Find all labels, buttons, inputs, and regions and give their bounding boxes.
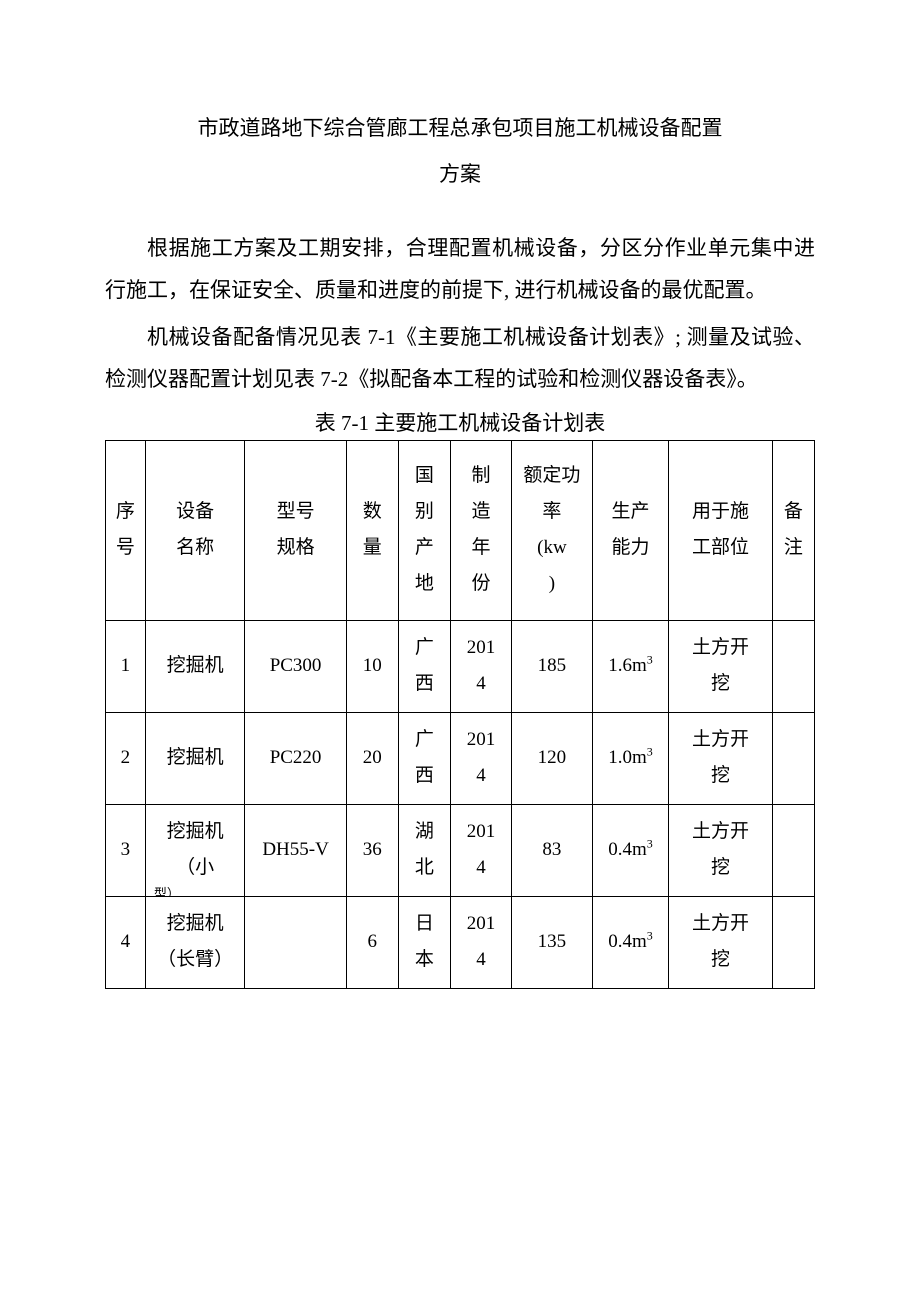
col-header-qty: 数 量 <box>346 440 398 620</box>
cell-capacity: 1.6m3 <box>592 620 669 712</box>
col-header-model: 型号 规格 <box>245 440 346 620</box>
cell-power: 83 <box>512 804 592 896</box>
cell-capacity: 0.4m3 <box>592 804 669 896</box>
document-title: 市政道路地下综合管廊工程总承包项目施工机械设备配置 方案 <box>105 105 815 197</box>
paragraph-1: 根据施工方案及工期安排，合理配置机械设备，分区分作业单元集中进行施工，在保证安全… <box>105 227 815 311</box>
cell-qty: 10 <box>346 620 398 712</box>
cell-remark <box>772 804 814 896</box>
col-header-origin: 国 别 产 地 <box>398 440 450 620</box>
cell-power: 135 <box>512 896 592 988</box>
cell-seq: 1 <box>106 620 146 712</box>
cell-usage: 土方开 挖 <box>669 896 772 988</box>
table-header-row: 序 号 设备 名称 型号 规格 数 量 国 别 产 地 制 <box>106 440 815 620</box>
cell-usage: 土方开 挖 <box>669 620 772 712</box>
paragraph-2: 机械设备配备情况见表 7-1《主要施工机械设备计划表》; 测量及试验、检测仪器配… <box>105 316 815 400</box>
table-row: 4 挖掘机 （长臂） 6 日 本 201 4 135 0.4m3 土方开 挖 <box>106 896 815 988</box>
col-header-year: 制 造 年 份 <box>450 440 511 620</box>
table-row: 3 挖掘机 （小 型） DH55-V 36 湖 北 201 4 83 0.4m3… <box>106 804 815 896</box>
cell-year: 201 4 <box>450 896 511 988</box>
table-row: 1 挖掘机 PC300 10 广 西 201 4 185 1.6m3 土方开 挖 <box>106 620 815 712</box>
col-header-seq: 序 号 <box>106 440 146 620</box>
cell-remark <box>772 896 814 988</box>
cell-model: PC220 <box>245 712 346 804</box>
cell-usage: 土方开 挖 <box>669 804 772 896</box>
cell-year: 201 4 <box>450 804 511 896</box>
col-header-power: 额定功 率 (kw ) <box>512 440 592 620</box>
cell-name: 挖掘机 （小 型） <box>145 804 245 896</box>
equipment-table: 序 号 设备 名称 型号 规格 数 量 国 别 产 地 制 <box>105 440 815 989</box>
col-header-usage: 用于施 工部位 <box>669 440 772 620</box>
cell-seq: 3 <box>106 804 146 896</box>
cell-origin: 广 西 <box>398 712 450 804</box>
cell-model: DH55-V <box>245 804 346 896</box>
cell-capacity: 1.0m3 <box>592 712 669 804</box>
cell-capacity: 0.4m3 <box>592 896 669 988</box>
cell-power: 120 <box>512 712 592 804</box>
cell-origin: 广 西 <box>398 620 450 712</box>
cell-year: 201 4 <box>450 712 511 804</box>
cell-power: 185 <box>512 620 592 712</box>
cell-name: 挖掘机 （长臂） <box>145 896 245 988</box>
cell-origin: 湖 北 <box>398 804 450 896</box>
table-caption: 表 7-1 主要施工机械设备计划表 <box>105 410 815 437</box>
cell-usage: 土方开 挖 <box>669 712 772 804</box>
cell-seq: 2 <box>106 712 146 804</box>
cell-year: 201 4 <box>450 620 511 712</box>
cell-model <box>245 896 346 988</box>
table-row: 2 挖掘机 PC220 20 广 西 201 4 120 1.0m3 土方开 挖 <box>106 712 815 804</box>
cell-remark <box>772 712 814 804</box>
title-line-1: 市政道路地下综合管廊工程总承包项目施工机械设备配置 <box>105 105 815 151</box>
cell-seq: 4 <box>106 896 146 988</box>
col-header-remark: 备 注 <box>772 440 814 620</box>
cell-name: 挖掘机 <box>145 620 245 712</box>
title-line-2: 方案 <box>105 151 815 197</box>
cell-qty: 6 <box>346 896 398 988</box>
cell-remark <box>772 620 814 712</box>
cell-qty: 20 <box>346 712 398 804</box>
cell-name: 挖掘机 <box>145 712 245 804</box>
cell-qty: 36 <box>346 804 398 896</box>
cell-origin: 日 本 <box>398 896 450 988</box>
col-header-name: 设备 名称 <box>145 440 245 620</box>
cell-model: PC300 <box>245 620 346 712</box>
col-header-capacity: 生产 能力 <box>592 440 669 620</box>
